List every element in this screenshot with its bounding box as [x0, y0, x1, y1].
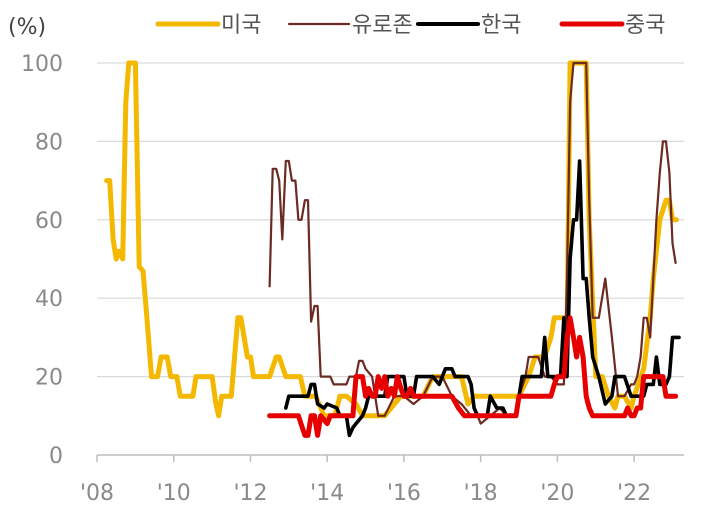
y-axis-unit-label: (%): [8, 15, 46, 40]
x-tick-label: '08: [80, 481, 114, 506]
y-tick-label: 80: [35, 130, 63, 155]
legend-label-3: 한국: [481, 13, 521, 38]
x-tick-label: '16: [387, 481, 421, 506]
y-tick-label: 0: [49, 444, 63, 469]
x-tick-label: '22: [617, 481, 651, 506]
y-tick-label: 60: [35, 209, 63, 234]
series-line-1: [104, 60, 679, 419]
x-tick-label: '12: [233, 481, 267, 506]
series-lines: [104, 60, 681, 438]
series-line-3: [283, 159, 681, 438]
x-tick-label: '10: [157, 481, 191, 506]
series-line-2: [268, 61, 677, 425]
legend-label-2: 유로존: [352, 13, 413, 38]
y-tick-label: 100: [21, 52, 63, 77]
series-line-4: [267, 315, 679, 438]
legend-label-1: 미국: [221, 13, 261, 38]
axes: 0 20 40 60 80 100 '08 '10 '12 '14 '16 '18 '20 '22: [21, 52, 684, 506]
x-tick-label: '18: [464, 481, 498, 506]
x-tick-label: '14: [310, 481, 344, 506]
y-tick-label: 20: [35, 366, 63, 391]
legend-label-4: 중국: [625, 13, 665, 38]
y-tick-label: 40: [35, 287, 63, 312]
legend: 미국 유로존 한국 중국: [155, 13, 665, 38]
x-tick-label: '20: [540, 481, 574, 506]
